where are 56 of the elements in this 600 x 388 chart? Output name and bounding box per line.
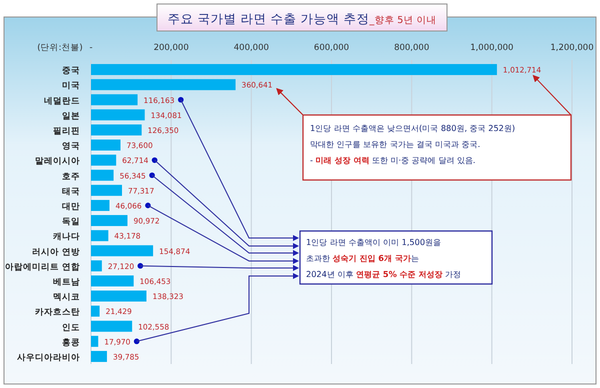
annotation: - 미래 성장 여력 또한 미·중 공략에 달려 있음. — [310, 155, 476, 165]
bar — [91, 336, 98, 347]
y-tick-label: 중국 — [62, 66, 80, 76]
y-tick-label: 네덜란드 — [44, 96, 80, 106]
y-tick-label: 필리핀 — [53, 126, 80, 136]
chart-subtitle: _향후 5년 이내 — [368, 15, 436, 26]
annotation: 1인당 라면 수출액은 낮으면서(미국 880원, 중국 252원) — [310, 123, 516, 133]
xtick: 600,000 — [314, 43, 350, 53]
y-tick-label: 캐나다 — [52, 232, 80, 242]
chart-title: 주요 국가별 라면 수출 가능액 추정 — [168, 11, 370, 26]
y-tick-label: 베트남 — [53, 277, 80, 288]
bar — [91, 350, 107, 362]
bar — [91, 124, 142, 136]
y-tick-label: 독일 — [62, 217, 80, 228]
bar — [91, 320, 132, 332]
y-tick-label: 홍콩 — [62, 338, 80, 348]
xtick: 1,000,000 — [470, 43, 514, 53]
y-tick-label: 미국 — [62, 81, 80, 92]
bar — [91, 245, 154, 256]
xtick: - — [89, 43, 93, 53]
xtick: 400,000 — [234, 43, 269, 53]
y-tick-label: 카자흐스탄 — [35, 308, 80, 318]
y-tick-label: 멕시코 — [53, 292, 80, 303]
y-tick-label: 일본 — [62, 111, 80, 122]
y-tick-label: 인도 — [62, 322, 80, 333]
annotation: 막대한 인구를 보유한 국가는 결국 미국과 중국. — [310, 139, 480, 149]
bar — [91, 140, 120, 151]
bar — [91, 64, 497, 76]
y-tick-label: 아랍에미리트 연합 — [5, 262, 80, 272]
bar — [91, 79, 236, 90]
annotation: 1인당 라면 수출액이 이미 1,500원을 — [306, 237, 442, 247]
xtick: 1,200,000 — [550, 43, 594, 53]
bar — [91, 200, 110, 211]
y-tick-label: 영국 — [62, 142, 80, 152]
bar — [91, 154, 116, 166]
y-tick-label: 태국 — [62, 186, 80, 197]
y-tick-label: 호주 — [62, 172, 80, 182]
bar — [91, 290, 146, 302]
bar — [91, 184, 122, 196]
bar — [91, 230, 108, 242]
xtick: 800,000 — [394, 43, 430, 53]
bar — [91, 275, 134, 286]
bar — [91, 170, 114, 181]
bar — [91, 215, 128, 226]
text: (단위:천불) — [37, 43, 83, 53]
y-tick-label: 말레이시아 — [35, 156, 80, 167]
xtick: 200,000 — [154, 43, 189, 53]
y-tick-label: 대만 — [62, 202, 80, 212]
bar — [91, 109, 145, 120]
annotation: 2024년 이후 연평균 5% 수준 저성장 가정 — [306, 269, 462, 279]
bar — [91, 306, 100, 317]
y-tick-label: 사우디아라비아 — [17, 352, 80, 363]
y-tick-label: 러시아 연방 — [32, 247, 80, 258]
annotation: 초과한 성숙기 진입 6개 국가는 — [306, 253, 419, 263]
bar — [91, 260, 102, 272]
bar — [91, 94, 138, 106]
